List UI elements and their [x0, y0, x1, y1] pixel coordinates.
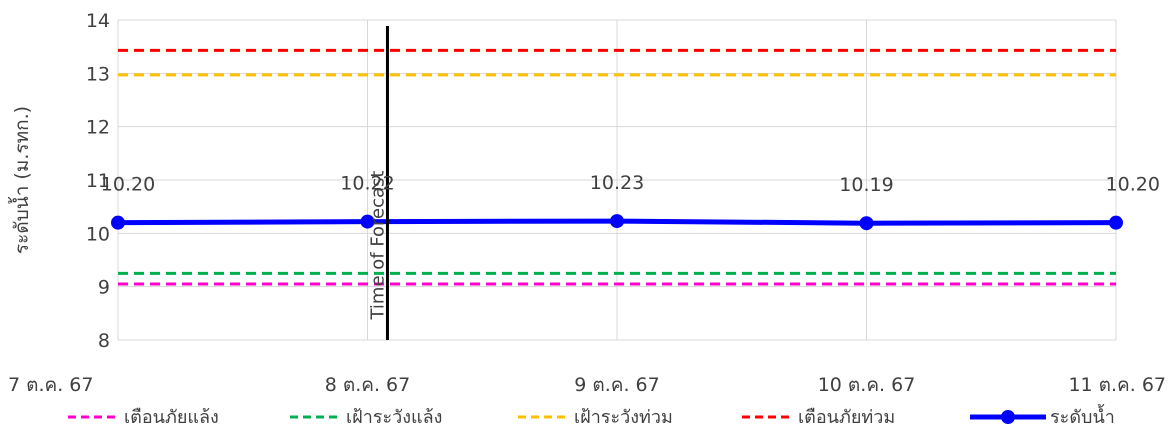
y-tick-label: 11 [86, 170, 110, 192]
legend-label: เตือนภัยแล้ง [124, 407, 219, 428]
x-tick-label: 9 ต.ค. 67 [574, 374, 659, 396]
grid-lines [117, 19, 1117, 341]
data-label: 10.20 [101, 174, 155, 196]
y-axis-ticks: 8 9 10 11 12 13 14 [86, 10, 110, 352]
y-tick-label: 12 [86, 117, 110, 139]
y-axis-label: ระดับน้ำ (ม.รทก.) [8, 106, 33, 254]
data-label: 10.20 [1106, 174, 1160, 196]
legend-marker [1001, 410, 1015, 424]
x-tick-label: 11 ต.ค. 67 [1068, 374, 1166, 396]
y-tick-label: 8 [98, 330, 110, 352]
y-tick-label: 14 [86, 10, 110, 32]
water-level-point [610, 214, 624, 229]
y-tick-label: 9 [98, 277, 110, 299]
water-level-point [1109, 215, 1123, 230]
legend-label: ระดับน้ำ [1050, 404, 1115, 428]
legend: เตือนภัยแล้ง เฝ้าระวังแล้ง เฝ้าระวังท่วม เต… [68, 404, 1115, 428]
data-label: 10.19 [839, 174, 893, 196]
legend-label: เตือนภัยท่วม [798, 407, 895, 428]
water-level-point [111, 215, 125, 230]
data-label: 10.22 [340, 173, 394, 195]
legend-label: เฝ้าระวังแล้ง [346, 407, 442, 428]
series-group [111, 48, 1123, 286]
x-tick-label: 7 ต.ค. 67 [8, 374, 93, 396]
water-level-point [360, 214, 375, 229]
y-tick-label: 10 [86, 223, 110, 245]
data-label: 10.23 [590, 172, 644, 194]
legend-label: เฝ้าระวังท่วม [574, 407, 673, 428]
annotation-group: Time of Forecast [367, 26, 389, 340]
y-tick-label: 13 [86, 63, 110, 85]
x-tick-label: 10 ต.ค. 67 [818, 374, 916, 396]
x-tick-label: 8 ต.ค. 67 [325, 374, 410, 396]
forecast-label: Time of Forecast [367, 170, 388, 320]
x-axis-ticks: 7 ต.ค. 67 8 ต.ค. 67 9 ต.ค. 67 10 ต.ค. 67 11 … [8, 374, 1166, 396]
water-level-point [859, 216, 874, 231]
data-labels: 10.20 10.22 10.23 10.19 10.20 [101, 172, 1160, 196]
